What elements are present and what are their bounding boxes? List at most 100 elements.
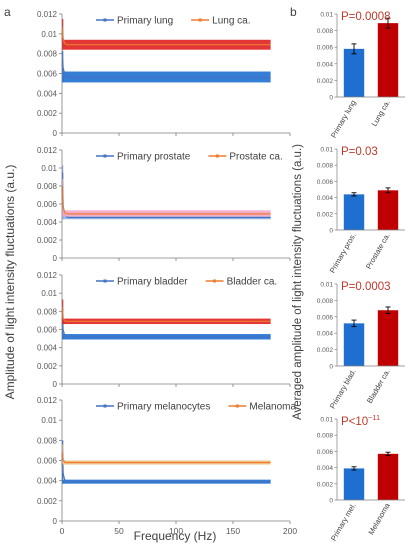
x-tick-label: 100 (169, 526, 183, 536)
y-tick-label: 0.01 (41, 30, 57, 39)
series-line-1 (61, 58, 271, 79)
series-line-2 (61, 452, 271, 464)
panel-label-b: b (290, 5, 297, 19)
y-tick-label: 0 (53, 380, 58, 389)
y-tick-label: 0.006 (317, 449, 334, 456)
left-x-axis-label: Frequency (Hz) (134, 529, 217, 543)
y-tick-label: 0 (329, 498, 333, 505)
legend-marker-1 (103, 18, 107, 22)
series-line-2 (61, 185, 271, 215)
bar-1 (343, 468, 365, 500)
y-tick-label: 0.004 (317, 465, 334, 472)
y-tick-label: 0.008 (37, 307, 58, 316)
category-label-2: Prostate ca. (364, 232, 392, 271)
category-label-1: Primary pros. (328, 232, 358, 275)
legend-marker-2 (198, 18, 202, 22)
bar-1 (343, 194, 365, 230)
x-tick-label: 50 (114, 526, 124, 536)
y-tick-label: 0.012 (37, 271, 58, 280)
series-line-2 (61, 26, 271, 46)
legend-label-2: Bladder ca. (227, 277, 278, 288)
y-tick-label: 0.008 (317, 298, 334, 305)
legend-marker-1 (103, 404, 107, 408)
bar-chart-2: 0 0.002 0.004 0.006 0.008 0.01 Primary pros. Pr… (317, 146, 405, 275)
category-label-2: Lung ca. (370, 99, 392, 128)
y-tick-label: 0 (53, 129, 58, 138)
y-tick-label: 0 (53, 254, 58, 263)
y-tick-label: 0.008 (37, 50, 58, 59)
y-tick-label: 0.01 (41, 289, 57, 298)
line-chart-3: 0 0.002 0.004 0.006 0.008 0.01 0.012 Primary bl… (37, 271, 291, 389)
category-label-2: Melanoma (366, 501, 392, 537)
category-label-2: Bladder ca. (365, 368, 392, 405)
y-tick-label: 0.002 (317, 211, 334, 218)
x-tick-label: 0 (60, 526, 65, 536)
p-value-exponent: −11 (368, 413, 380, 422)
bar-2 (377, 453, 399, 500)
y-tick-label: 0.004 (317, 61, 334, 68)
y-tick-label: 0.002 (37, 236, 58, 245)
p-value-annotation: P=0.03 (341, 146, 378, 158)
y-tick-label: 0.008 (37, 182, 58, 191)
y-tick-label: 0.002 (37, 362, 58, 371)
y-tick-label: 0.008 (317, 433, 334, 440)
category-label-1: Primary blad. (328, 368, 358, 411)
line-chart-2: 0 0.002 0.004 0.006 0.008 0.01 0.012 Primary pr… (37, 146, 291, 263)
y-tick-label: 0.006 (317, 314, 334, 321)
y-tick-label: 0.006 (37, 326, 58, 335)
bar-chart-4: 0 0.002 0.004 0.006 0.008 0.01 Primary mel. Mel… (317, 413, 405, 542)
bar-charts: 0 0.002 0.004 0.006 0.008 0.01 Primary lung Lun… (317, 11, 405, 542)
y-tick-label: 0.004 (37, 477, 58, 486)
legend-label-1: Primary prostate (117, 152, 191, 163)
legend-label-2: Melanoma (249, 402, 296, 413)
line-chart-1: 0 0.002 0.004 0.006 0.008 0.01 0.012 Primary lu… (37, 10, 291, 138)
y-tick-label: 0.004 (37, 344, 58, 353)
legend-marker-2 (213, 279, 217, 283)
y-tick-label: 0.01 (320, 147, 333, 154)
category-label-1: Primary mel. (329, 502, 358, 543)
series-line-2 (61, 306, 271, 322)
bar-chart-3: 0 0.002 0.004 0.006 0.008 0.01 Primary blad. Bl… (317, 281, 405, 410)
legend-label-2: Prostate ca. (229, 152, 282, 163)
y-tick-label: 0.002 (37, 109, 58, 118)
y-tick-label: 0.008 (317, 163, 334, 170)
y-tick-label: 0.01 (320, 417, 333, 424)
y-tick-label: 0.012 (37, 146, 58, 155)
y-tick-label: 0 (329, 228, 333, 235)
y-tick-label: 0.002 (317, 481, 334, 488)
bar-2 (377, 23, 399, 98)
y-tick-label: 0.002 (317, 347, 334, 354)
left-y-axis-label: Amplitude of light intensity fluctuation… (3, 165, 17, 400)
legend-marker-1 (103, 154, 107, 158)
y-tick-label: 0.006 (37, 200, 58, 209)
y-tick-label: 0.004 (317, 195, 334, 202)
y-tick-label: 0 (53, 517, 58, 526)
y-tick-label: 0.008 (317, 28, 334, 35)
y-tick-label: 0.002 (317, 78, 334, 85)
y-tick-label: 0.006 (37, 457, 58, 466)
y-tick-label: 0.006 (317, 179, 334, 186)
line-charts: 0 0.002 0.004 0.006 0.008 0.01 0.012 Primary lu… (37, 10, 297, 536)
y-tick-label: 0.006 (37, 70, 58, 79)
y-tick-label: 0.012 (37, 396, 58, 405)
category-label-1: Primary lung (329, 99, 358, 140)
y-tick-label: 0 (329, 364, 333, 371)
x-tick-label: 150 (226, 526, 240, 536)
y-tick-label: 0.004 (37, 218, 58, 227)
y-tick-label: 0.006 (317, 45, 334, 52)
legend-label-1: Primary melanocytes (117, 402, 210, 413)
legend-label-2: Lung ca. (212, 16, 250, 27)
p-value-annotation: P<10 (341, 416, 368, 428)
legend-marker-1 (103, 279, 107, 283)
right-y-axis-label: Averaged amplitude of light intensity fl… (292, 144, 304, 420)
y-tick-label: 0.01 (320, 12, 333, 19)
legend-marker-2 (215, 154, 219, 158)
y-tick-label: 0 (329, 95, 333, 102)
legend-label-1: Primary lung (117, 16, 173, 27)
p-value-annotation: P=0.0008 (341, 11, 391, 23)
y-tick-label: 0.01 (41, 164, 57, 173)
y-tick-label: 0.004 (317, 331, 334, 338)
legend-marker-2 (235, 404, 239, 408)
p-value-annotation: P=0.0003 (341, 281, 391, 293)
